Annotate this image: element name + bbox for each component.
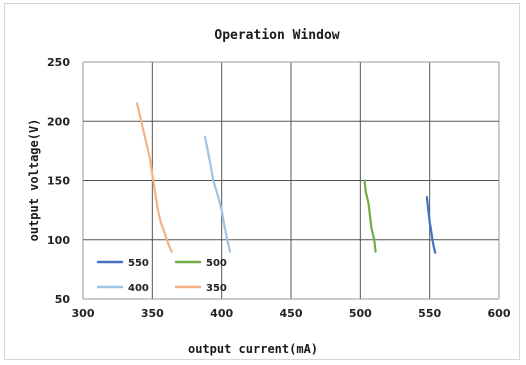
y-tick-label: 200 [47, 115, 70, 128]
y-tick-label: 150 [47, 175, 70, 188]
legend-label-350: 350 [206, 283, 227, 294]
series-line-400 [203, 135, 232, 253]
y-tick-labels: 50 100 150 200 250 [47, 56, 70, 306]
legend: 550 500 400 350 [96, 258, 227, 294]
y-axis-label: output voltage(V) [27, 119, 41, 242]
x-tick-labels: 300 350 400 450 500 550 600 [72, 307, 511, 320]
x-axis-label: output current(mA) [188, 342, 318, 356]
x-tick-label: 500 [349, 307, 372, 320]
x-tick-label: 300 [72, 307, 95, 320]
series-line-500 [363, 179, 377, 253]
chart-title: Operation Window [214, 28, 339, 43]
x-tick-label: 600 [488, 307, 511, 320]
legend-label-400: 400 [128, 283, 149, 294]
x-tick-label: 550 [418, 307, 441, 320]
series-line-550 [425, 196, 437, 254]
series-lines [136, 102, 437, 254]
x-tick-label: 350 [141, 307, 164, 320]
y-tick-label: 50 [55, 293, 71, 306]
y-tick-label: 100 [47, 234, 70, 247]
legend-label-500: 500 [206, 258, 227, 269]
legend-label-550: 550 [128, 258, 149, 269]
x-tick-label: 400 [210, 307, 233, 320]
x-tick-label: 450 [280, 307, 303, 320]
y-tick-label: 250 [47, 56, 70, 69]
series-line-350 [136, 102, 173, 253]
